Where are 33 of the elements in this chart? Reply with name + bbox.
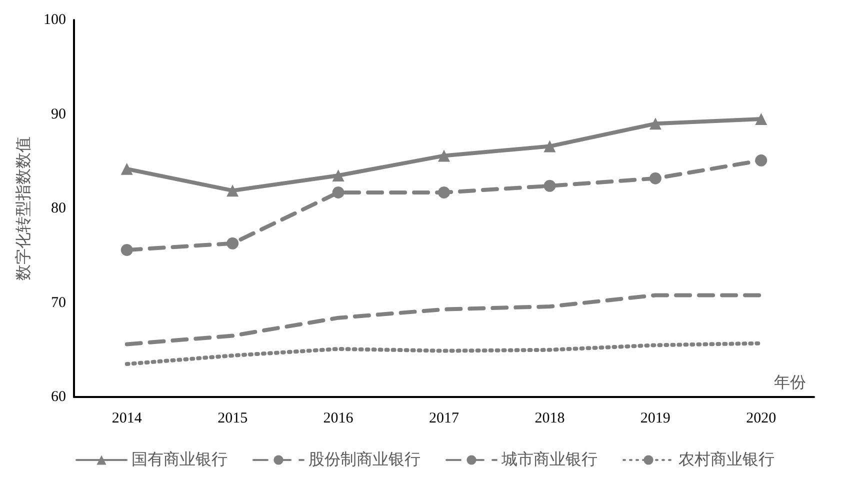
point — [120, 244, 133, 256]
y-tick-label: 90 — [51, 106, 66, 122]
point — [332, 186, 344, 198]
legend-label: 股份制商业银行 — [308, 450, 420, 468]
point — [755, 112, 768, 125]
legend-label: 农村商业银行 — [678, 450, 774, 468]
point — [544, 140, 556, 152]
point — [226, 237, 239, 250]
point — [544, 180, 556, 192]
point — [755, 154, 768, 166]
x-tick-label: 2017 — [429, 410, 460, 426]
point — [226, 184, 239, 197]
x-tick-label: 2016 — [323, 410, 354, 426]
x-tick-label: 2019 — [640, 410, 670, 426]
y-tick-label: 100 — [44, 12, 66, 28]
y-axis-title: 数字化转型指数数值 — [14, 136, 32, 280]
x-tick-label: 2014 — [112, 410, 142, 426]
x-tick-label: 2020 — [746, 410, 776, 426]
x-tick-label: 2018 — [534, 410, 565, 426]
point — [649, 118, 662, 130]
y-tick-label: 80 — [51, 200, 66, 216]
legend-label: 国有商业银行 — [132, 450, 228, 468]
x-axis-title: 年份 — [774, 374, 806, 392]
y-tick-label: 70 — [51, 294, 66, 311]
y-tick-label: 60 — [51, 389, 66, 405]
legend-label: 城市商业银行 — [500, 450, 598, 468]
point — [649, 172, 662, 184]
point — [332, 170, 344, 182]
point — [120, 162, 133, 175]
x-tick-label: 2015 — [218, 410, 248, 426]
line-series — [124, 293, 764, 346]
point — [438, 186, 450, 198]
point — [438, 150, 450, 162]
